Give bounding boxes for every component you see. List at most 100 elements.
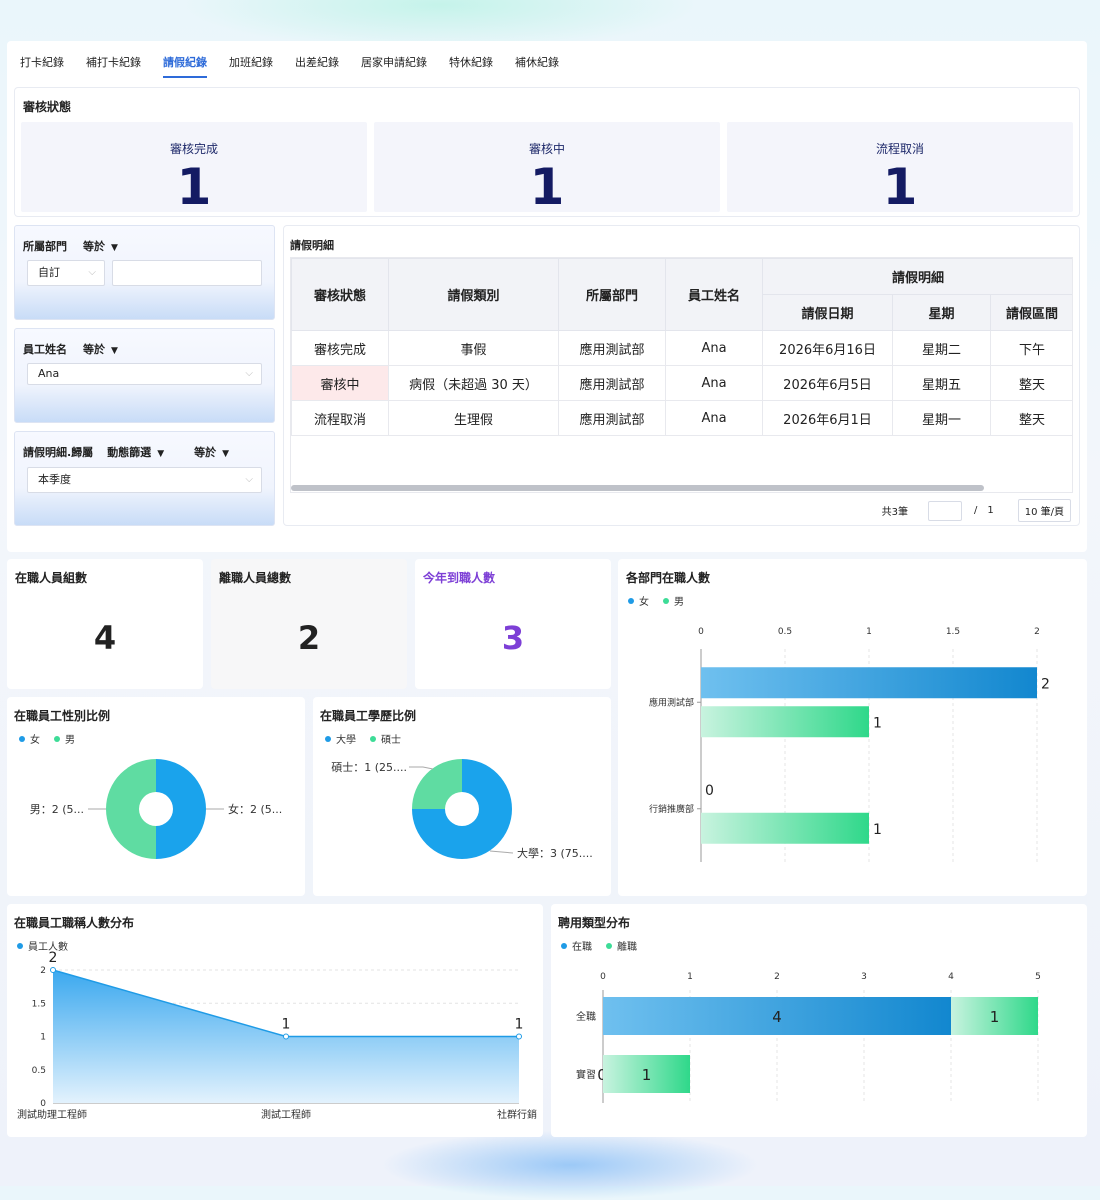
horizontal-scrollbar[interactable] [291, 485, 984, 491]
pager-page-input[interactable] [927, 500, 962, 521]
kpi-value: 4 [93, 619, 117, 657]
legend-item: 女 [628, 593, 649, 608]
filter-dept-mode-select[interactable]: 自訂 ⌵ [27, 260, 105, 286]
col-group: 請假明細 [762, 258, 1072, 295]
caret-down-icon: ▼ [111, 346, 118, 356]
title-area-chart: 0 0.5 1 1.5 22 測試助理工程師 1 測試工程師 1 社群行銷 [17, 950, 537, 1121]
filter-emp-op[interactable]: 等於 ▼ [83, 343, 118, 356]
col-range: 請假區間 [990, 294, 1072, 331]
tab-1[interactable]: 補打卡紀錄 [86, 56, 141, 69]
cell-type: 生理假 [388, 400, 559, 436]
filter-emp-select[interactable]: Ana ⌵ [27, 363, 262, 385]
cell-date: 2026年6月16日 [762, 330, 893, 366]
legend-item: 大學 [325, 731, 356, 746]
title-chart-title: 在職員工職稱人數分布 [14, 916, 135, 930]
x-tick-label: 0 [698, 627, 704, 637]
cell-status: 審核完成 [291, 330, 389, 366]
filter-period-select[interactable]: 本季度 ⌵ [27, 467, 262, 493]
stat-approved: 審核完成 1 [21, 122, 367, 215]
data-label: 1 [873, 715, 882, 731]
employment-chart-legend: 在職 離職 [561, 938, 637, 953]
cell-date: 2026年6月5日 [762, 365, 893, 401]
cell-weekday: 星期二 [892, 330, 991, 366]
table-row[interactable]: 審核完成 事假 應用測試部 Ana 2026年6月16日 星期二 下午 [291, 330, 1072, 366]
stat-label: 審核完成 [169, 142, 218, 156]
x-tick-label: 2 [1034, 627, 1040, 637]
education-chart-panel: 在職員工學歷比例 大學 碩士 大學：3 (75.... 碩士：1 (25.... [313, 697, 611, 896]
data-label: 1 [873, 822, 882, 838]
x-tick-label: 3 [861, 972, 867, 982]
filter-dept-input[interactable] [112, 260, 262, 286]
pager-sep: / [973, 505, 978, 516]
data-label: 4 [772, 1008, 782, 1026]
kpi-title: 今年到職人數 [423, 571, 496, 585]
cell-dept: 應用測試部 [558, 400, 666, 436]
education-pie-chart: 大學：3 (75.... 碩士：1 (25.... [331, 759, 593, 860]
legend-item: 員工人數 [17, 938, 68, 953]
pie-slice[interactable] [156, 759, 206, 859]
data-point[interactable] [516, 1033, 522, 1040]
bar-segment[interactable] [951, 997, 1038, 1035]
tab-4[interactable]: 出差紀錄 [295, 56, 339, 69]
x-tick-label: 測試工程師 [261, 1108, 311, 1121]
data-label: 0 [597, 1066, 607, 1084]
cell-type: 事假 [388, 330, 559, 366]
table-row[interactable]: 審核中 病假（未超過 30 天） 應用測試部 Ana 2026年6月5日 星期五 整天 [291, 365, 1072, 401]
review-status-title: 審核狀態 [23, 100, 72, 114]
y-tick-label: 1.5 [32, 999, 46, 1009]
cell-status: 流程取消 [291, 400, 389, 436]
bar-segment[interactable] [603, 997, 951, 1035]
filter-period-op[interactable]: 等於 ▼ [194, 446, 230, 459]
kpi-title: 離職人員總數 [219, 571, 292, 585]
tab-5[interactable]: 居家申請紀錄 [361, 56, 427, 69]
y-tick-label: 0 [40, 1099, 46, 1109]
chevron-down-icon: ⌵ [88, 267, 96, 278]
chevron-down-icon: ⌵ [245, 474, 253, 485]
x-tick-label: 1 [866, 627, 872, 637]
pie-slice[interactable] [106, 759, 156, 859]
label-line [489, 850, 514, 854]
kpi-active-groups: 在職人員組數 4 [7, 559, 203, 689]
y-tick-label: 行銷推廣部 [649, 803, 694, 815]
dept-chart-legend: 女 男 [628, 593, 684, 608]
data-point[interactable] [283, 1033, 289, 1040]
education-chart-title: 在職員工學歷比例 [320, 709, 417, 723]
pager-size-select[interactable]: 10 筆/頁 [1017, 499, 1071, 522]
y-tick-label: 全職 [576, 1010, 596, 1023]
cell-range: 下午 [990, 330, 1072, 366]
stat-value: 1 [529, 158, 565, 216]
bar-segment[interactable] [603, 1055, 690, 1093]
cell-range: 整天 [990, 400, 1072, 436]
tab-3[interactable]: 加班紀錄 [229, 56, 273, 69]
data-point[interactable] [50, 967, 56, 973]
col-type: 請假類別 [388, 258, 559, 331]
bar[interactable] [701, 667, 1037, 699]
x-tick-label: 4 [948, 972, 954, 982]
bar[interactable] [701, 812, 869, 844]
table-row[interactable]: 流程取消 生理假 應用測試部 Ana 2026年6月1日 星期一 整天 [291, 400, 1072, 436]
legend-item: 男 [54, 731, 75, 746]
x-tick-label: 5 [1035, 972, 1041, 982]
legend-item: 碩士 [370, 731, 401, 746]
tab-6[interactable]: 特休紀錄 [449, 56, 493, 69]
data-label: 0 [705, 783, 714, 799]
pie-slice[interactable] [412, 759, 462, 809]
col-status: 審核狀態 [291, 258, 389, 331]
gender-pie-chart: 女：2 (5... 男：2 (5... [30, 759, 282, 859]
x-tick-label: 2 [774, 972, 780, 982]
pie-slice[interactable] [412, 759, 512, 859]
filter-dept-op[interactable]: 等於 ▼ [83, 240, 118, 253]
tab-2[interactable]: 請假紀錄 [163, 54, 207, 78]
pager-pages: 1 [987, 505, 994, 516]
tab-7[interactable]: 補休紀錄 [515, 56, 559, 69]
tab-0[interactable]: 打卡紀錄 [20, 56, 64, 69]
kpi-title: 在職人員組數 [15, 571, 88, 585]
data-label: 2 [1041, 676, 1050, 692]
col-weekday: 星期 [892, 294, 991, 331]
chevron-down-icon: ⌵ [245, 368, 253, 379]
data-label: 1 [990, 1008, 1000, 1026]
filter-emp-label: 員工姓名 [23, 343, 67, 356]
filter-period-dyn[interactable]: 動態篩選 ▼ [107, 446, 165, 459]
bar[interactable] [701, 706, 869, 738]
employment-chart-panel: 聘用類型分布 在職 離職 0 1 2 3 4 5 全職 4 1 實習 0 1 [551, 904, 1087, 1137]
